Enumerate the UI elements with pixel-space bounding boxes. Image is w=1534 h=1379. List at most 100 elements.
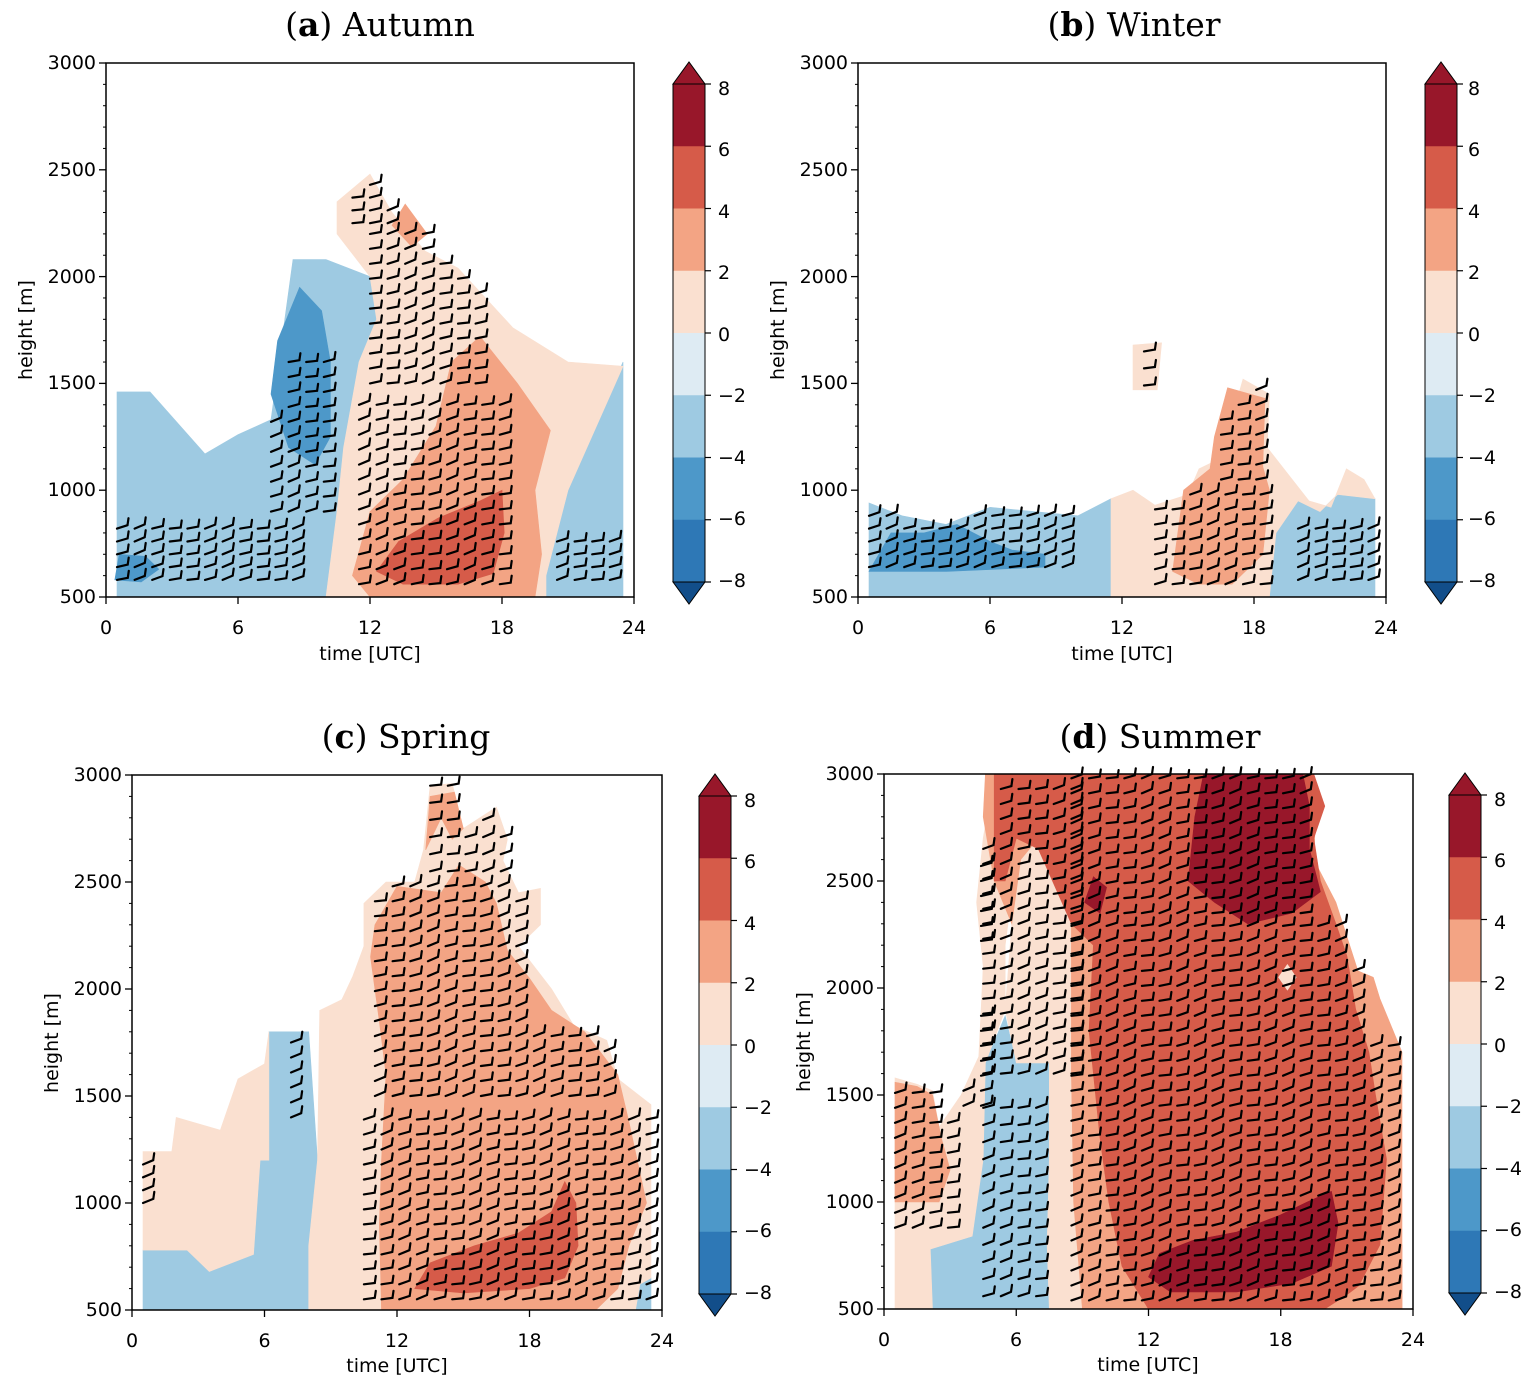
wind-barb xyxy=(627,1228,642,1241)
wind-barb xyxy=(1140,841,1155,855)
wind-barb xyxy=(446,845,461,856)
wind-barb xyxy=(1299,946,1314,957)
wind-barb xyxy=(433,1244,448,1256)
colorbar-tick-label: 2 xyxy=(1468,262,1480,284)
wind-barb xyxy=(557,1182,571,1196)
wind-barb xyxy=(1158,1228,1172,1242)
wind-barb xyxy=(439,254,454,265)
wind-barb xyxy=(893,1110,908,1124)
wind-barb xyxy=(1206,527,1221,541)
wind-barb xyxy=(393,528,407,541)
wind-barb xyxy=(911,1215,925,1229)
wind-barb xyxy=(426,1039,441,1053)
wind-barb xyxy=(445,482,460,496)
wind-barb xyxy=(1367,529,1381,543)
colorbar-tick-label: 8 xyxy=(1494,789,1506,811)
wind-barb xyxy=(979,1065,994,1077)
wind-barb xyxy=(1105,872,1120,885)
wind-barb xyxy=(1367,555,1381,569)
wind-barb xyxy=(357,392,372,406)
wind-barb xyxy=(1043,555,1058,569)
wind-barb xyxy=(982,898,996,910)
wind-barb xyxy=(186,531,201,543)
wind-barb xyxy=(398,1138,412,1151)
wind-barb xyxy=(1281,1124,1296,1137)
wind-barb xyxy=(433,1229,448,1241)
wind-barb xyxy=(539,1183,554,1196)
wind-barb xyxy=(274,517,289,530)
wind-barb xyxy=(1211,961,1226,972)
wind-barb xyxy=(1193,1155,1208,1167)
wind-barb xyxy=(497,1056,512,1068)
wind-barb xyxy=(1035,1235,1050,1246)
wind-barb xyxy=(1246,1096,1261,1107)
wind-barb xyxy=(539,1259,554,1271)
wind-barb xyxy=(1140,796,1155,810)
wind-barb xyxy=(1264,901,1278,915)
wind-barb xyxy=(468,1197,483,1211)
colorbar-extend-min xyxy=(698,1293,732,1317)
wind-barb xyxy=(357,574,372,586)
wind-barb xyxy=(893,1140,908,1154)
wind-barb xyxy=(1281,1261,1296,1272)
wind-barb xyxy=(404,281,418,295)
wind-barb xyxy=(955,516,970,530)
wind-barb xyxy=(608,542,623,556)
wind-barb xyxy=(627,1167,642,1181)
wind-barb xyxy=(893,1155,908,1169)
wind-barb xyxy=(911,1127,926,1139)
wind-barb xyxy=(462,922,477,933)
wind-barb xyxy=(1229,1168,1243,1182)
wind-barb xyxy=(1140,1290,1155,1302)
wind-barb xyxy=(287,439,301,453)
wind-barb xyxy=(1246,1184,1261,1197)
wind-barb xyxy=(498,500,513,511)
wind-barb xyxy=(486,1153,501,1166)
wind-barb xyxy=(1281,813,1296,825)
wind-barb xyxy=(1043,529,1058,543)
wind-barb xyxy=(585,1025,600,1038)
wind-barb xyxy=(1264,1216,1279,1227)
wind-barb xyxy=(481,528,495,541)
wind-barb xyxy=(462,1069,476,1083)
wind-barb xyxy=(1070,976,1085,987)
wind-barb xyxy=(1017,956,1031,970)
wind-barb xyxy=(439,269,454,280)
wind-barb xyxy=(574,1139,589,1151)
wind-barb xyxy=(1241,559,1256,571)
y-tick-label: 1000 xyxy=(48,479,96,501)
wind-barb xyxy=(445,393,460,406)
wind-barb xyxy=(1070,1213,1084,1227)
wind-barb xyxy=(515,1008,529,1023)
wind-barb xyxy=(415,1272,430,1286)
wind-barb xyxy=(1370,1230,1385,1242)
wind-barb xyxy=(445,452,460,466)
wind-barb xyxy=(456,299,471,310)
wind-barb xyxy=(999,1266,1014,1281)
wind-barb xyxy=(1246,885,1260,900)
wind-barb xyxy=(357,497,372,511)
wind-barb xyxy=(1281,945,1296,957)
wind-barb xyxy=(444,1008,458,1023)
wind-barb xyxy=(1176,856,1190,870)
wind-barb xyxy=(1246,990,1261,1002)
wind-barb xyxy=(287,425,302,438)
wind-barb xyxy=(428,499,443,511)
wind-barb xyxy=(1246,1170,1261,1182)
wind-barb xyxy=(357,437,372,451)
wind-barb xyxy=(1158,796,1172,810)
wind-barb xyxy=(1017,1150,1032,1161)
colorbar-tick-label: −8 xyxy=(718,570,746,592)
wind-barb xyxy=(1264,1186,1279,1197)
wind-barb xyxy=(1281,1093,1296,1107)
wind-barb xyxy=(433,1215,448,1226)
wind-barb xyxy=(398,1108,412,1121)
wind-barb xyxy=(1334,1200,1349,1212)
wind-barb xyxy=(557,1137,571,1151)
wind-barb xyxy=(409,996,424,1008)
wind-barb xyxy=(1211,1168,1225,1182)
wind-barb xyxy=(274,543,289,556)
wind-barb xyxy=(393,455,408,466)
wind-barb xyxy=(1158,960,1173,972)
wind-barb xyxy=(1035,884,1050,895)
